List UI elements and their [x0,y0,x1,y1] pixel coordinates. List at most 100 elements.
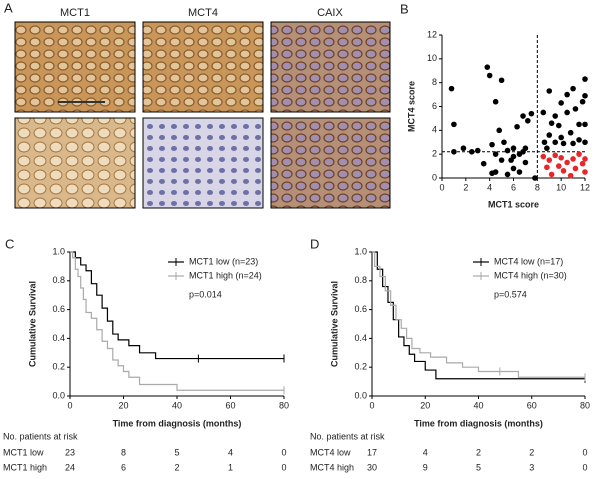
legend-label: MCT1 high (n=24) [189,270,262,280]
x-tick-label: 80 [279,400,289,410]
point [484,64,491,70]
y-tick-label: 6 [432,101,437,111]
panel-letter: B [400,1,409,16]
y-tick-label: 0.8 [52,275,65,285]
x-tick-label: 40 [473,400,483,410]
risk-count: 0 [582,462,587,472]
annotation: p=0.574 [494,289,527,299]
legend-label: MCT1 low (n=23) [189,256,258,266]
y-axis-title: Cumulative Survival [329,281,339,367]
risk-count: 2 [174,462,179,472]
risk-count: 4 [423,447,428,457]
risk-count: 2 [476,447,481,457]
risk-count: 3 [529,462,534,472]
survival-curve [70,251,284,391]
y-tick-label: 0.4 [52,333,65,343]
point [546,157,553,163]
risk-count: 4 [228,447,233,457]
point [582,169,588,175]
y-tick-label: 1.0 [354,246,367,256]
point [514,123,520,130]
x-tick-label: 60 [527,400,537,410]
risk-count: 2 [529,447,534,457]
risk-count: 30 [367,462,377,472]
risk-count: 8 [121,447,126,457]
point [525,118,531,124]
point [501,139,507,146]
risk-count: 9 [423,462,428,472]
legend-label: MCT4 high (n=30) [494,270,567,280]
point [576,121,582,128]
point [451,121,457,128]
y-axis-title: Cumulative Survival [27,281,37,367]
point [522,145,529,152]
x-tick-label: 40 [172,400,182,410]
point [504,147,511,154]
point [498,157,505,163]
point [567,172,574,179]
point [558,154,564,161]
risk-count: 23 [65,447,75,457]
y-tick-label: 4 [432,125,437,135]
point [510,145,517,152]
point [546,88,553,94]
micrograph [270,21,391,113]
point [492,98,499,105]
survival-curve [70,251,284,360]
y-tick-label: 2 [432,149,437,159]
risk-row-label: MCT4 low [310,447,351,457]
y-tick-label: 0 [432,172,437,182]
y-tick-label: 0.0 [52,390,65,400]
x-tick-label: 4 [487,182,492,192]
risk-count: 0 [281,462,286,472]
y-tick-label: 10 [427,53,437,63]
x-tick-label: 2 [463,182,468,192]
point [567,129,574,136]
point [492,151,499,157]
x-tick-label: 20 [118,400,128,410]
survival-curve [372,251,585,378]
panel-letter: D [310,236,319,251]
point [489,141,495,148]
point [544,164,550,171]
risk-count: 6 [121,462,126,472]
panel-letter: A [4,0,13,15]
point [582,139,588,146]
risk-table-title: No. patients at risk [310,431,385,441]
point [558,134,564,141]
risk-count: 5 [476,462,481,472]
x-tick-label: 80 [580,400,590,410]
micrograph [14,117,136,209]
point [492,169,499,175]
y-tick-label: 0.2 [354,362,367,372]
point [579,98,586,105]
y-tick-label: 0.2 [52,362,65,372]
micrograph [142,21,264,113]
legend-label: MCT4 low (n=17) [494,256,563,266]
x-tick-label: 0 [67,400,72,410]
y-tick-label: 0.0 [354,390,367,400]
x-axis-title: Time from diagnosis (months) [113,418,242,428]
micrographs [14,21,391,209]
point [555,163,562,169]
stain-label: MCT4 [188,7,218,19]
y-axis-title: MCT4 score [406,81,416,132]
x-tick-label: 12 [580,182,590,192]
x-tick-label: 0 [439,182,444,192]
point [516,169,523,175]
point [510,153,517,160]
y-tick-label: 0.6 [354,304,367,314]
point [496,127,503,134]
point [548,171,555,178]
point [570,140,576,147]
y-tick-label: 12 [427,29,437,39]
risk-table-title: No. patients at risk [3,431,78,441]
point [498,77,505,84]
x-tick-label: 6 [511,182,516,192]
x-tick-label: 8 [535,182,540,192]
point [570,156,576,162]
x-axis-title: Time from diagnosis (months) [414,418,543,428]
point [546,132,553,138]
point [582,92,588,99]
micrograph [14,21,136,113]
